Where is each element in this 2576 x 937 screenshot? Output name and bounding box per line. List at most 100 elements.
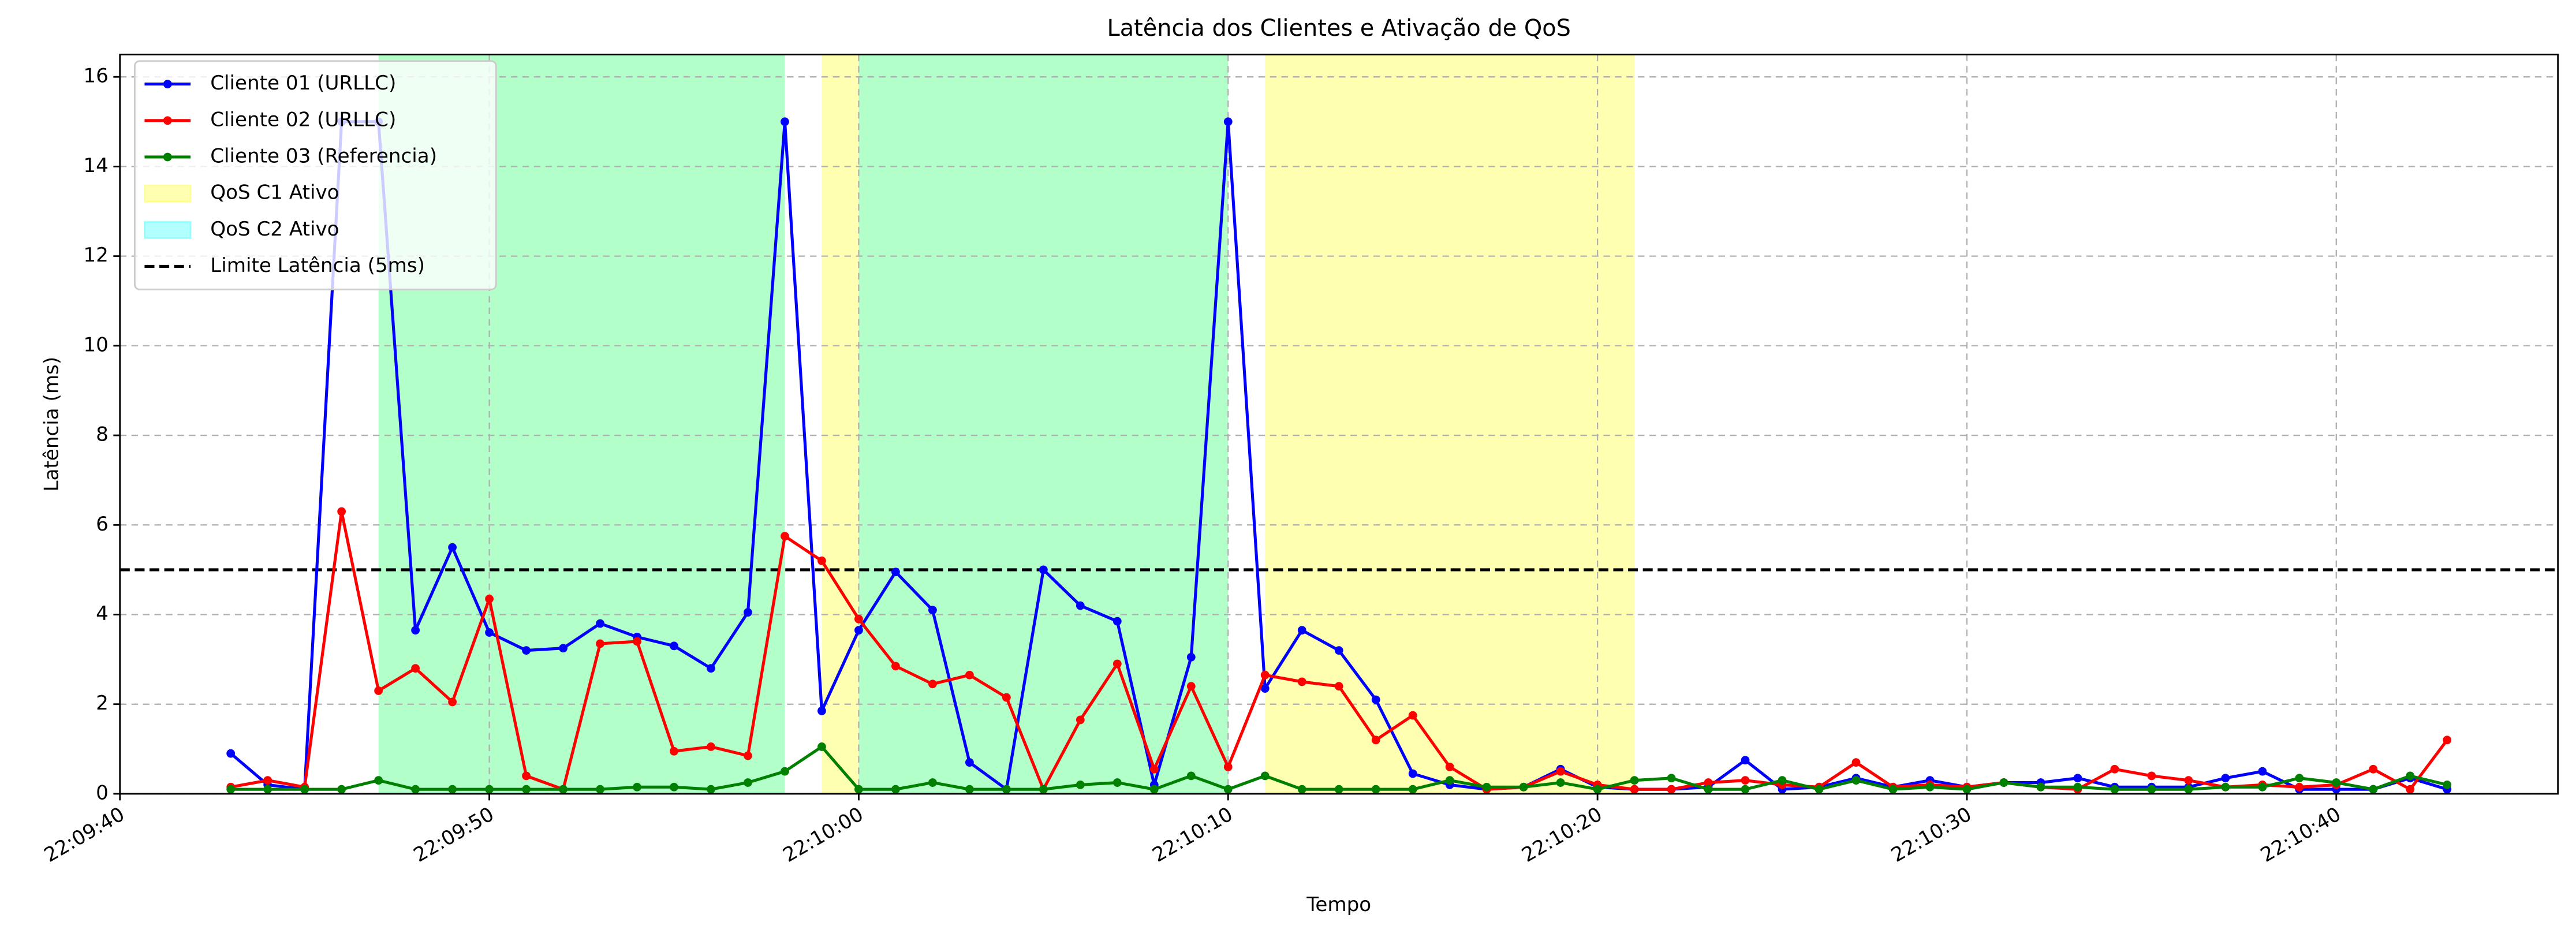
data-point: [1297, 677, 1306, 686]
data-point: [1630, 785, 1639, 794]
data-point: [928, 778, 937, 787]
data-point: [1334, 785, 1343, 794]
data-point: [1962, 785, 1972, 794]
data-point: [1076, 781, 1085, 789]
data-point: [2110, 764, 2119, 774]
data-point: [2184, 776, 2193, 785]
data-point: [596, 785, 604, 794]
data-point: [2406, 771, 2415, 781]
data-point: [854, 785, 863, 794]
data-point: [2295, 774, 2304, 783]
data-point: [781, 117, 789, 126]
y-tick-label: 4: [96, 602, 109, 625]
data-point: [1334, 646, 1343, 655]
data-point: [2147, 785, 2156, 794]
data-point: [1851, 776, 1861, 785]
data-point: [707, 742, 715, 751]
data-point: [1630, 776, 1639, 785]
legend-marker: [163, 116, 172, 125]
qos-span: [1265, 54, 1635, 794]
data-point: [2369, 785, 2378, 794]
y-tick-label: 14: [83, 154, 108, 177]
data-point: [226, 785, 236, 794]
y-tick-label: 8: [96, 423, 109, 446]
data-point: [1112, 617, 1122, 626]
legend-label: QoS C1 Ativo: [210, 181, 339, 204]
data-point: [1260, 670, 1270, 680]
data-point: [928, 606, 937, 615]
legend-marker: [163, 80, 172, 89]
data-point: [744, 751, 752, 760]
x-axis-label: Tempo: [1306, 893, 1371, 916]
data-point: [2332, 778, 2341, 787]
data-point: [1704, 785, 1713, 794]
data-point: [707, 785, 715, 794]
data-point: [1556, 767, 1565, 776]
data-point: [448, 543, 457, 552]
legend-swatch: [143, 184, 192, 203]
data-point: [965, 758, 974, 767]
legend: Cliente 01 (URLLC) Cliente 02 (URLLC) Clie…: [133, 60, 497, 290]
data-point: [411, 664, 420, 673]
data-point: [1039, 565, 1048, 574]
data-point: [1778, 776, 1787, 785]
data-point: [263, 776, 272, 785]
legend-label: Cliente 02 (URLLC): [210, 108, 396, 131]
data-point: [411, 626, 420, 635]
data-point: [2443, 781, 2452, 789]
x-tick-label: 22:10:40: [2257, 802, 2345, 867]
data-point: [485, 594, 494, 603]
data-point: [374, 776, 383, 785]
data-point: [1556, 778, 1565, 787]
data-point: [2221, 774, 2230, 783]
data-point: [781, 767, 789, 776]
data-point: [1667, 774, 1676, 783]
data-point: [2258, 767, 2267, 776]
data-point: [633, 782, 641, 792]
x-tick-label: 22:10:00: [779, 802, 868, 867]
x-tick-label: 22:10:30: [1887, 802, 1976, 867]
x-tick-label: 22:10:20: [1518, 802, 1606, 867]
data-point: [1371, 736, 1380, 745]
data-point: [1408, 711, 1417, 720]
x-tick-label: 22:10:10: [1148, 802, 1237, 867]
data-point: [485, 785, 494, 794]
data-point: [1704, 778, 1713, 787]
data-point: [1112, 778, 1122, 787]
data-point: [1593, 785, 1602, 794]
data-point: [1741, 756, 1750, 765]
data-point: [448, 785, 457, 794]
data-point: [374, 686, 383, 695]
data-point: [596, 619, 604, 628]
data-point: [522, 785, 531, 794]
data-point: [337, 507, 346, 516]
data-point: [891, 785, 900, 794]
data-point: [2184, 785, 2193, 794]
data-point: [1039, 785, 1048, 794]
y-tick-label: 10: [83, 333, 108, 356]
data-point: [485, 628, 494, 637]
data-point: [707, 664, 715, 673]
data-point: [448, 697, 457, 707]
data-point: [522, 771, 531, 781]
legend-label: Cliente 03 (Referencia): [210, 144, 437, 167]
data-point: [2036, 782, 2045, 792]
data-point: [1371, 695, 1380, 704]
data-point: [1186, 652, 1196, 662]
data-point: [226, 749, 236, 758]
data-point: [891, 568, 900, 577]
legend-marker: [163, 152, 172, 162]
data-point: [263, 785, 272, 794]
qos-span: [858, 54, 1229, 794]
data-point: [1149, 785, 1159, 794]
data-point: [1851, 758, 1861, 767]
data-point: [1445, 776, 1454, 785]
data-point: [1186, 771, 1196, 781]
data-point: [1149, 764, 1159, 774]
data-point: [1741, 785, 1750, 794]
data-point: [559, 644, 568, 653]
data-point: [1334, 682, 1343, 691]
data-point: [1741, 776, 1750, 785]
data-point: [1076, 715, 1085, 725]
data-point: [670, 746, 678, 756]
